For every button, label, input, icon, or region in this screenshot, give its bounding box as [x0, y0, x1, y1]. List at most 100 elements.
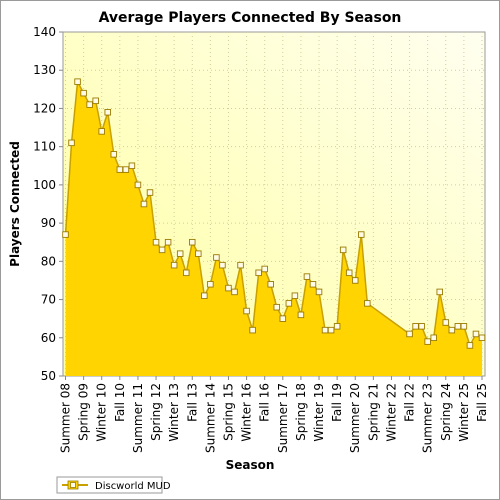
data-point [255, 269, 262, 277]
x-axis-title: Season [226, 458, 275, 472]
data-point [424, 338, 431, 345]
data-point [176, 250, 184, 257]
data-point [110, 151, 118, 158]
data-point [460, 323, 468, 330]
x-tick-label: Spring 18 [294, 383, 308, 441]
y-tick-label: 140 [33, 25, 56, 39]
x-tick-label: Fall 19 [330, 383, 344, 422]
chart-title: Average Players Connected By Season [99, 10, 402, 26]
y-axis-title: Players Connected [8, 141, 22, 267]
y-tick-label: 60 [41, 331, 56, 345]
data-point [195, 250, 202, 257]
legend-box [56, 476, 163, 494]
y-tick-label: 100 [33, 178, 56, 192]
x-tick-label: Summer 08 [59, 383, 73, 453]
data-point [213, 254, 220, 261]
x-tick-label: Summer 20 [348, 383, 362, 453]
data-point [309, 281, 317, 288]
data-point [134, 181, 142, 189]
x-tick-label: Winter 25 [457, 383, 471, 442]
data-point [442, 319, 450, 326]
data-point [430, 334, 437, 342]
y-tick-label: 90 [41, 216, 56, 230]
data-point [273, 303, 281, 311]
legend: Discworld MUD [56, 476, 171, 494]
data-point [74, 78, 81, 85]
area-fill [65, 81, 482, 376]
x-tick-label: Winter 10 [95, 383, 109, 442]
x-tick-label: Summer 17 [276, 383, 290, 453]
data-point [448, 326, 456, 334]
y-tick-label: 50 [41, 369, 56, 383]
y-tick-label: 80 [41, 254, 56, 268]
data-point [315, 288, 323, 296]
data-point [116, 166, 124, 173]
data-point [327, 326, 335, 334]
data-point [152, 238, 160, 246]
data-point [207, 281, 214, 288]
x-tick-label: Spring 12 [149, 383, 163, 441]
x-tick-label: Fall 13 [185, 383, 199, 422]
legend-marker-swatch [70, 482, 76, 488]
x-axis: Summer 08 Spring 09 Winter 10 Fall 10 Summer… [59, 376, 489, 453]
x-tick-label: Winter 19 [312, 383, 326, 442]
data-point [339, 246, 347, 254]
data-point [170, 261, 178, 269]
x-tick-label: Summer 14 [203, 383, 217, 453]
data-point [231, 288, 238, 296]
data-point [267, 281, 274, 288]
data-point [478, 334, 486, 342]
data-point [237, 261, 244, 269]
y-tick-label: 120 [33, 101, 56, 115]
data-point [406, 330, 413, 338]
x-tick-label: Spring 15 [221, 383, 235, 441]
data-point [333, 323, 341, 330]
data-point [201, 292, 208, 299]
x-tick-label: Spring 21 [366, 383, 380, 441]
data-point [249, 326, 256, 334]
data-point [321, 326, 329, 334]
x-tick-label: Winter 22 [384, 383, 398, 442]
data-point [164, 238, 172, 246]
x-tick-label: Winter 16 [240, 383, 254, 442]
data-point [291, 292, 299, 299]
data-point [182, 269, 190, 277]
data-point [454, 323, 462, 330]
data-point [351, 277, 359, 284]
data-point [279, 315, 287, 322]
data-point [285, 300, 293, 307]
data-point [158, 246, 166, 254]
x-tick-label: Winter 13 [167, 383, 181, 442]
x-tick-label: Fall 22 [403, 383, 417, 422]
data-point [86, 101, 93, 108]
y-axis: 50 60 70 80 90 100 110 120 130 140 [33, 25, 63, 383]
y-tick-label: 130 [33, 63, 56, 77]
data-point [140, 200, 148, 208]
data-point [472, 330, 480, 338]
data-point [104, 109, 112, 116]
legend-entry-label: Discworld MUD [95, 481, 171, 492]
data-point [128, 162, 136, 170]
data-point [225, 284, 232, 292]
y-tick-label: 110 [33, 140, 56, 154]
data-point [92, 97, 99, 105]
series-markers [62, 78, 486, 349]
data-point [98, 128, 105, 135]
y-tick-label: 70 [41, 293, 56, 307]
data-point [466, 342, 474, 349]
data-point [219, 261, 226, 269]
data-point [418, 323, 425, 330]
data-point [412, 323, 419, 330]
x-tick-label: Fall 25 [475, 383, 489, 422]
x-tick-label: Fall 16 [258, 383, 272, 422]
data-point [261, 265, 268, 273]
data-point [243, 307, 250, 315]
x-tick-label: Fall 10 [113, 383, 127, 422]
data-point [62, 231, 69, 238]
data-point [189, 238, 196, 246]
data-point [303, 273, 311, 280]
data-point [68, 139, 75, 147]
data-point [297, 311, 305, 319]
x-tick-label: Spring 24 [439, 383, 453, 441]
